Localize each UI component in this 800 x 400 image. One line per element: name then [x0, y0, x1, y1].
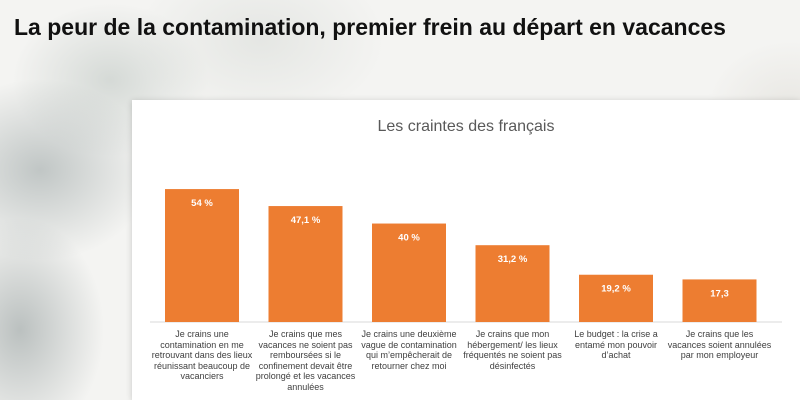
category-label-1: Je crains une contamination en me retrou… — [151, 329, 253, 382]
chart-card: Les craintes des français 54 % 47,1 % 40 %… — [132, 100, 800, 400]
data-label-4: 31,2 % — [498, 254, 528, 265]
category-label-5: Le budget : la crise a entamé mon pouvoi… — [574, 329, 658, 361]
bar-6 — [682, 279, 757, 322]
category-label-3: Je crains une deuxième vague de contamin… — [361, 329, 457, 371]
category-label-4: Je crains que mon hébergement/ les lieux… — [463, 329, 562, 371]
data-label-5: 19,2 % — [601, 284, 631, 295]
bar-4 — [475, 245, 550, 322]
chart-title: Les craintes des français — [377, 118, 555, 135]
bar-5 — [579, 274, 653, 322]
data-label-3: 40 % — [398, 233, 420, 244]
bar-chart: 54 % 47,1 % 40 % 31,2 % 19,2 % 17,3 — [150, 189, 782, 323]
data-label-2: 47,1 % — [291, 215, 321, 226]
data-label-1: 54 % — [191, 198, 213, 209]
bar-2 — [268, 206, 343, 322]
bar-1 — [165, 189, 239, 322]
bar-3 — [372, 223, 446, 322]
category-label-2: Je crains que mes vacances ne soient pas… — [255, 329, 356, 392]
category-label-6: Je crains que les vacances soient annulé… — [667, 329, 772, 361]
data-label-6: 17,3 — [710, 288, 729, 299]
slide-title: La peur de la contamination, premier fre… — [14, 14, 726, 40]
